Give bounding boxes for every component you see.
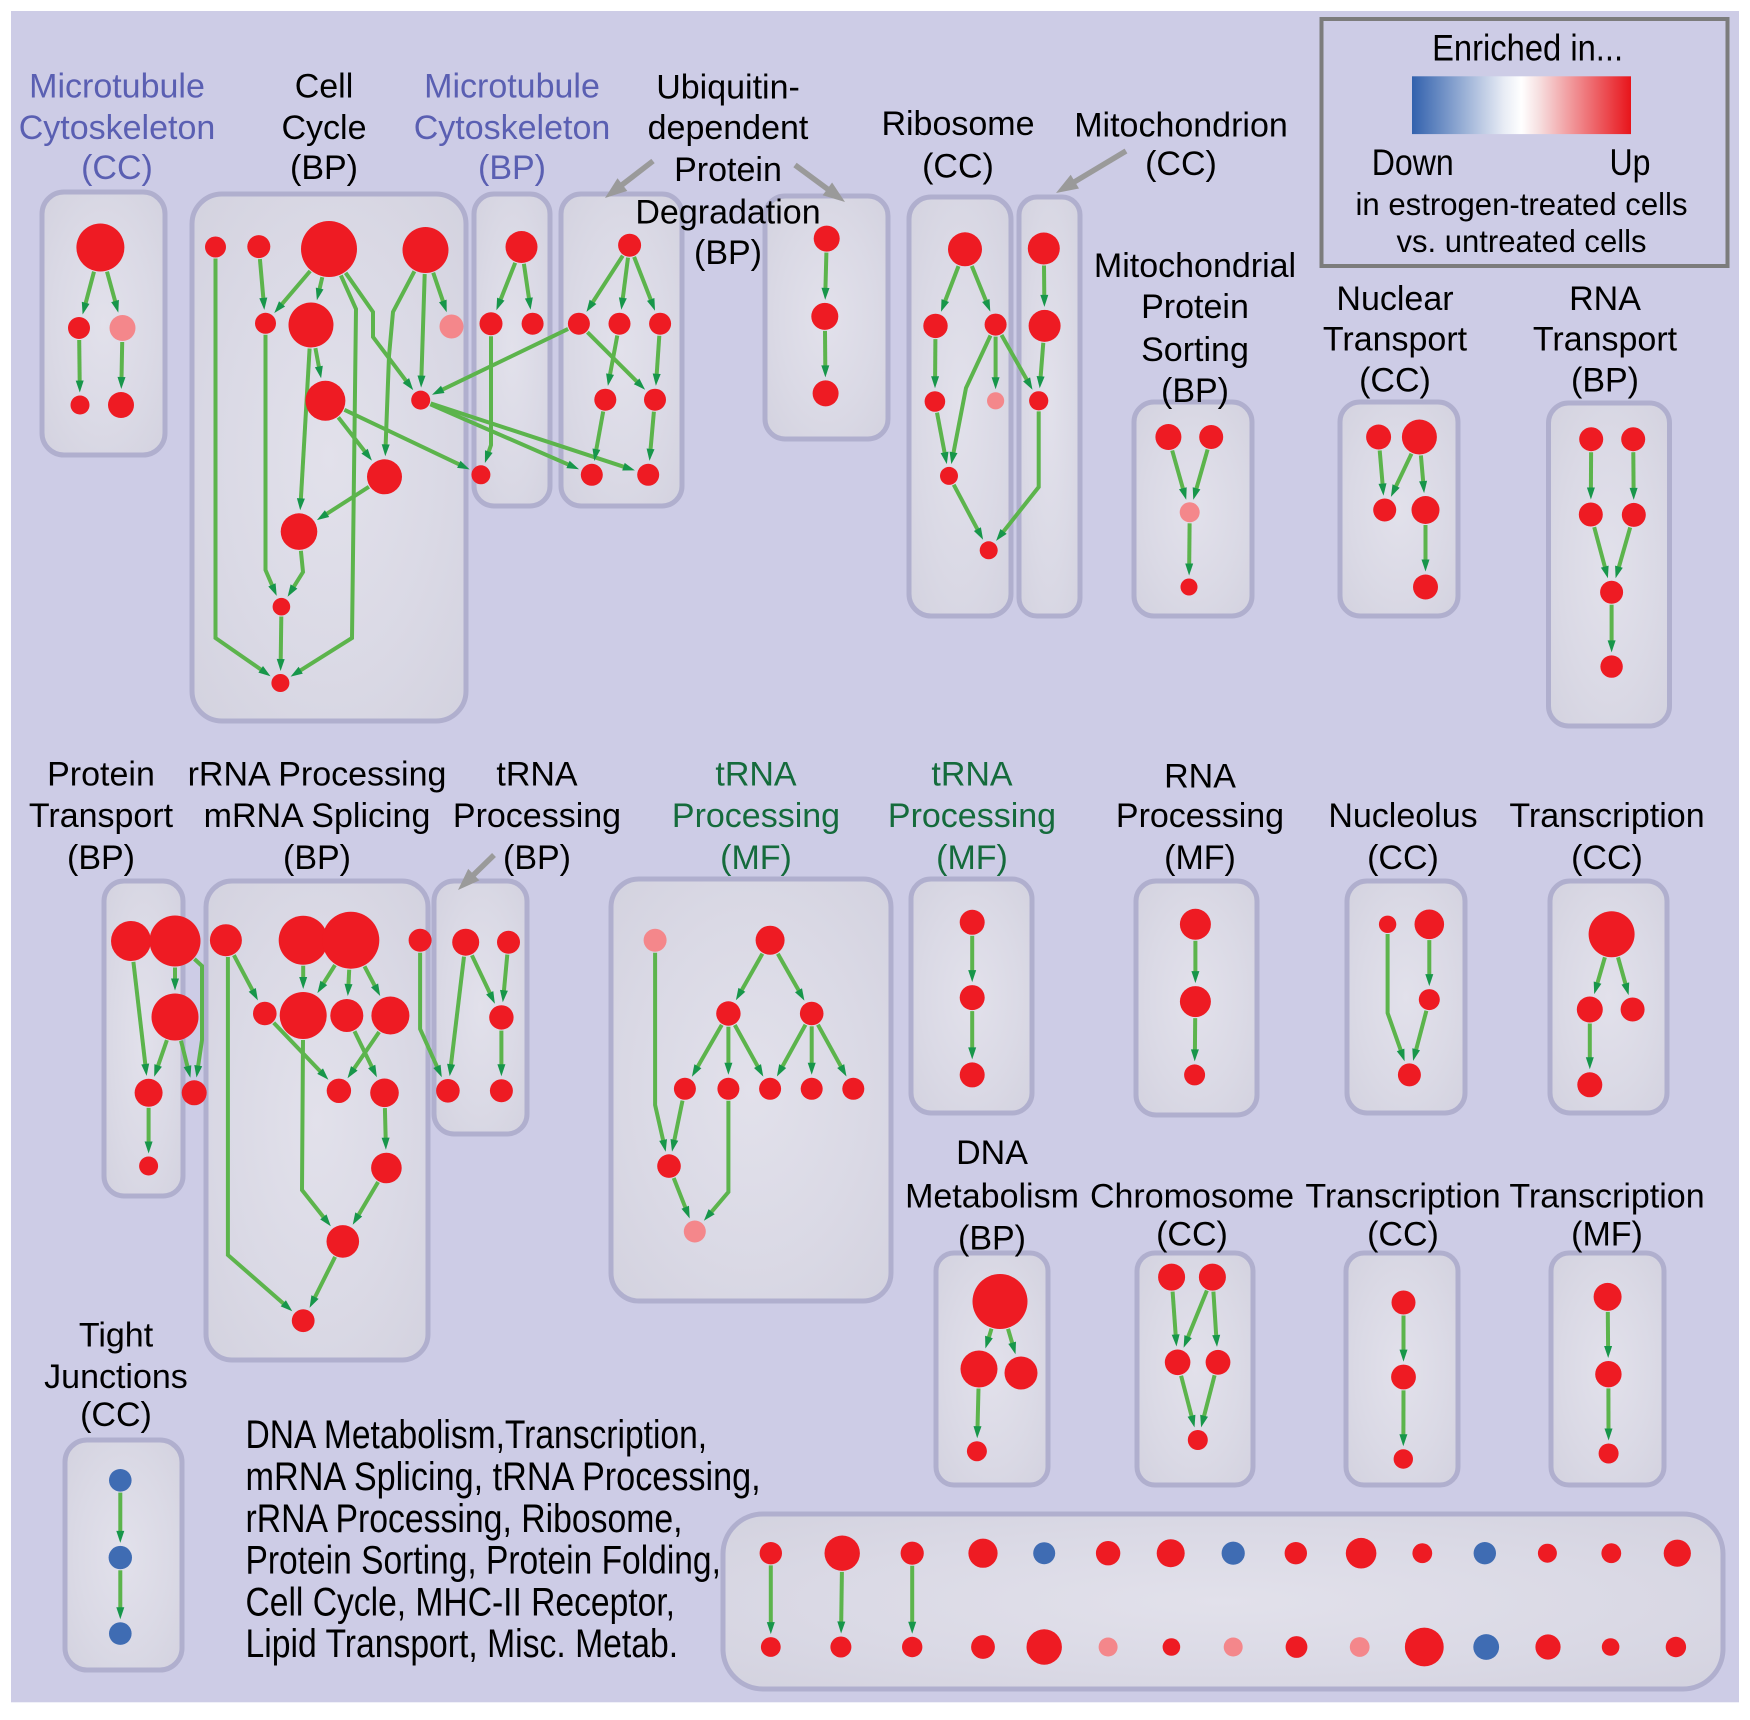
svg-text:Nucleolus: Nucleolus <box>1328 797 1477 835</box>
svg-text:DNA Metabolism,Transcription,: DNA Metabolism,Transcription, <box>246 1413 708 1457</box>
svg-text:(BP): (BP) <box>283 839 351 877</box>
svg-text:Microtubule: Microtubule <box>29 68 205 106</box>
svg-text:Tight: Tight <box>79 1317 154 1355</box>
svg-text:Degradation: Degradation <box>635 194 820 232</box>
svg-text:Enriched in...: Enriched in... <box>1432 27 1623 69</box>
svg-text:Sorting: Sorting <box>1141 331 1249 369</box>
svg-text:(CC): (CC) <box>1359 362 1431 400</box>
svg-text:Cell Cycle, MHC-II Receptor,: Cell Cycle, MHC-II Receptor, <box>246 1580 676 1624</box>
svg-text:tRNA: tRNA <box>715 756 797 794</box>
svg-text:Microtubule: Microtubule <box>424 68 600 106</box>
svg-text:Ubiquitin-: Ubiquitin- <box>656 69 800 107</box>
svg-text:Transcription: Transcription <box>1509 1178 1704 1216</box>
svg-text:Cell: Cell <box>295 68 354 106</box>
svg-text:(BP): (BP) <box>67 839 135 877</box>
svg-text:Junctions: Junctions <box>44 1358 188 1396</box>
svg-text:Ribosome: Ribosome <box>881 105 1034 143</box>
svg-text:Protein: Protein <box>674 151 782 189</box>
svg-text:in estrogen-treated cells: in estrogen-treated cells <box>1356 186 1688 222</box>
svg-text:mRNA Splicing, tRNA Processing: mRNA Splicing, tRNA Processing, <box>246 1455 761 1499</box>
svg-text:DNA: DNA <box>956 1134 1028 1172</box>
svg-text:(BP): (BP) <box>503 839 571 877</box>
svg-text:tRNA: tRNA <box>931 756 1013 794</box>
svg-text:Cytoskeleton: Cytoskeleton <box>414 109 611 147</box>
svg-text:vs. untreated cells: vs. untreated cells <box>1397 223 1647 259</box>
svg-text:Transcription: Transcription <box>1305 1178 1500 1216</box>
svg-text:Mitochondrial: Mitochondrial <box>1094 247 1296 285</box>
svg-text:(BP): (BP) <box>1161 372 1229 410</box>
svg-text:Lipid Transport, Misc. Metab.: Lipid Transport, Misc. Metab. <box>246 1622 679 1666</box>
svg-text:rRNA Processing: rRNA Processing <box>188 756 447 794</box>
svg-text:Up: Up <box>1610 141 1651 183</box>
svg-text:(CC): (CC) <box>81 149 153 187</box>
svg-text:(CC): (CC) <box>1156 1215 1228 1253</box>
svg-text:(CC): (CC) <box>1571 839 1643 877</box>
svg-text:Protein: Protein <box>47 756 155 794</box>
svg-text:RNA: RNA <box>1569 280 1641 318</box>
svg-text:Cytoskeleton: Cytoskeleton <box>19 109 216 147</box>
svg-text:Processing: Processing <box>672 797 840 835</box>
svg-text:(BP): (BP) <box>478 149 546 187</box>
svg-text:(BP): (BP) <box>1571 362 1639 400</box>
svg-text:Cycle: Cycle <box>281 109 366 147</box>
svg-text:(CC): (CC) <box>1367 1215 1439 1253</box>
svg-text:Processing: Processing <box>888 797 1056 835</box>
svg-text:Protein: Protein <box>1141 288 1249 326</box>
svg-text:(CC): (CC) <box>1145 145 1217 183</box>
svg-text:(CC): (CC) <box>922 147 994 185</box>
svg-text:(MF): (MF) <box>936 839 1008 877</box>
svg-text:(BP): (BP) <box>958 1219 1026 1257</box>
svg-text:Down: Down <box>1372 141 1454 183</box>
svg-text:Transcription: Transcription <box>1509 797 1704 835</box>
svg-text:(MF): (MF) <box>1164 839 1236 877</box>
svg-text:Processing: Processing <box>1116 797 1284 835</box>
svg-text:(MF): (MF) <box>1571 1215 1643 1253</box>
svg-text:Chromosome: Chromosome <box>1090 1178 1294 1216</box>
svg-text:tRNA: tRNA <box>496 756 578 794</box>
svg-text:Nuclear: Nuclear <box>1336 280 1453 318</box>
svg-text:(CC): (CC) <box>1367 839 1439 877</box>
svg-text:(BP): (BP) <box>290 149 358 187</box>
svg-text:(BP): (BP) <box>694 234 762 272</box>
svg-text:(MF): (MF) <box>720 839 792 877</box>
svg-text:mRNA Splicing: mRNA Splicing <box>204 797 431 835</box>
svg-text:rRNA Processing, Ribosome,: rRNA Processing, Ribosome, <box>246 1497 683 1541</box>
svg-text:dependent: dependent <box>648 109 809 147</box>
svg-text:(CC): (CC) <box>80 1396 152 1434</box>
svg-text:Processing: Processing <box>453 797 621 835</box>
svg-text:Transport: Transport <box>1533 321 1678 359</box>
svg-text:RNA: RNA <box>1164 758 1236 796</box>
svg-text:Protein Sorting, Protein Foldi: Protein Sorting, Protein Folding, <box>246 1539 721 1583</box>
svg-text:Transport: Transport <box>29 797 174 835</box>
svg-text:Mitochondrion: Mitochondrion <box>1074 106 1288 144</box>
svg-text:Metabolism: Metabolism <box>905 1178 1079 1216</box>
svg-text:Transport: Transport <box>1323 321 1468 359</box>
